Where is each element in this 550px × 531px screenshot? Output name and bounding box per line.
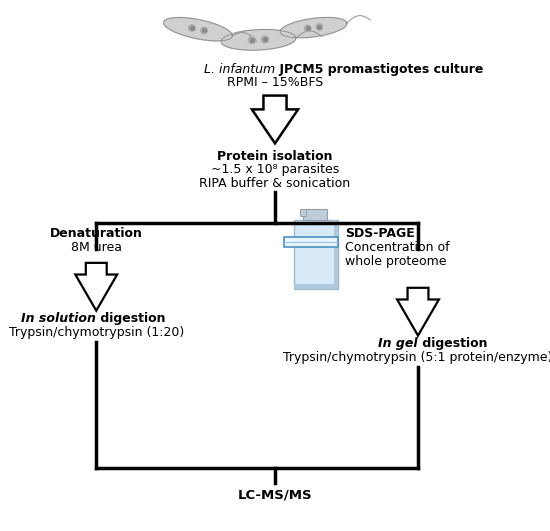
Text: L. infantum: L. infantum: [204, 63, 275, 75]
Bar: [334, 220, 338, 289]
Text: RPMI – 15%BFS: RPMI – 15%BFS: [227, 76, 323, 89]
Text: digestion: digestion: [96, 312, 166, 325]
Text: ~1.5 x 10⁸ parasites: ~1.5 x 10⁸ parasites: [211, 164, 339, 176]
Text: Trypsin/chymotrypsin (1:20): Trypsin/chymotrypsin (1:20): [9, 327, 184, 339]
Polygon shape: [280, 18, 347, 38]
Text: RIPA buffer & sonication: RIPA buffer & sonication: [200, 177, 350, 190]
Circle shape: [305, 25, 311, 31]
Text: In gel: In gel: [378, 337, 418, 349]
Text: Denaturation: Denaturation: [50, 227, 142, 240]
Text: digestion: digestion: [418, 337, 487, 349]
Text: SDS-PAGE: SDS-PAGE: [345, 227, 415, 240]
Text: JPCM5 promastigotes culture: JPCM5 promastigotes culture: [275, 63, 483, 75]
Polygon shape: [164, 18, 232, 41]
Circle shape: [316, 24, 322, 30]
Polygon shape: [221, 29, 296, 50]
Text: Concentration of: Concentration of: [345, 241, 449, 254]
Polygon shape: [252, 96, 298, 143]
Bar: [303, 209, 327, 220]
Text: Protein isolation: Protein isolation: [217, 150, 333, 162]
Text: LC-MS/MS: LC-MS/MS: [238, 489, 312, 501]
Circle shape: [249, 37, 255, 44]
Bar: [300, 209, 306, 216]
Text: In solution: In solution: [21, 312, 96, 325]
Circle shape: [189, 25, 195, 31]
Bar: [294, 284, 338, 289]
Text: 8M urea: 8M urea: [71, 241, 122, 254]
Bar: [284, 237, 338, 246]
Circle shape: [201, 27, 207, 33]
Polygon shape: [75, 263, 117, 311]
Polygon shape: [397, 288, 439, 336]
Text: Trypsin/chymotrypsin (5:1 protein/enzyme): Trypsin/chymotrypsin (5:1 protein/enzyme…: [283, 351, 550, 364]
Circle shape: [262, 36, 268, 43]
Text: whole proteome: whole proteome: [345, 255, 447, 268]
Bar: [294, 220, 338, 289]
